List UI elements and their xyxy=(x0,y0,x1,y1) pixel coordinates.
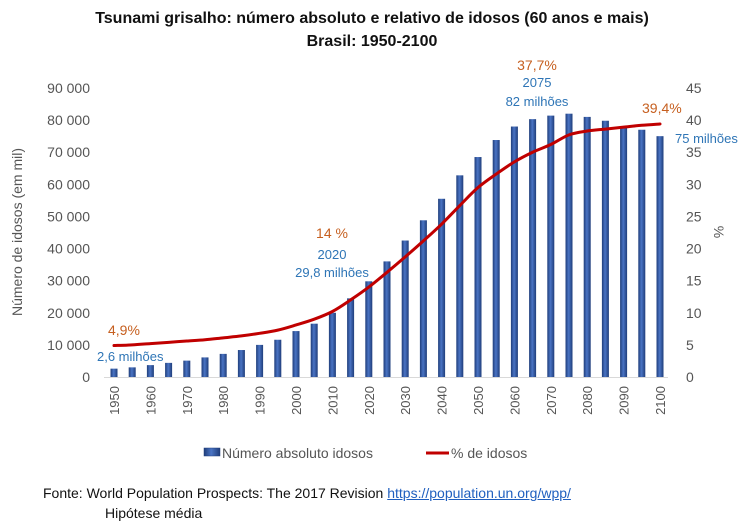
annotation-a1950pct: 4,9% xyxy=(108,322,140,338)
bars xyxy=(110,113,664,378)
bar-2100 xyxy=(656,136,664,377)
x-tick-label: 2070 xyxy=(544,386,559,415)
bar-2015 xyxy=(347,298,355,377)
chart-title: Tsunami grisalho: número absoluto e rela… xyxy=(95,10,649,27)
y-axis-ticks: 0 10 000 20 000 30 000 40 000 50 000 60 000 70 … xyxy=(47,80,90,385)
annotation-a2020pct: 14 % xyxy=(316,225,348,241)
bar-2080 xyxy=(583,116,591,378)
annotation-a1950abs: 2,6 milhões xyxy=(97,349,164,364)
bar-1985 xyxy=(237,350,245,377)
y2-tick-label: 25 xyxy=(686,208,702,224)
y2-tick-label: 5 xyxy=(686,337,694,353)
bar-2060 xyxy=(510,126,518,378)
bar-2010 xyxy=(328,312,336,377)
y-tick-label: 90 000 xyxy=(47,80,90,96)
y-tick-label: 30 000 xyxy=(47,273,90,289)
x-tick-label: 1960 xyxy=(143,386,158,415)
y2-tick-label: 30 xyxy=(686,176,702,192)
y2-axis-ticks: 0 5 10 15 20 25 30 35 40 45 xyxy=(686,80,702,385)
pct-line xyxy=(112,122,662,348)
annotations: 4,9% 2,6 milhões 14 % 2020 29,8 milhões 37,7%… xyxy=(97,57,738,364)
legend-bar-label: Número absoluto idosos xyxy=(222,445,373,461)
y-tick-label: 40 000 xyxy=(47,241,90,257)
y-tick-label: 20 000 xyxy=(47,305,90,321)
annotation-a2075pct: 37,7% xyxy=(517,57,557,73)
bar-1980 xyxy=(219,353,227,377)
bar-2040 xyxy=(438,198,446,377)
x-tick-label: 2040 xyxy=(435,386,450,415)
bar-2090 xyxy=(620,126,628,378)
y-tick-label: 0 xyxy=(82,369,90,385)
annotation-a2075abs: 82 milhões xyxy=(506,94,569,109)
annotation-a2020year: 2020 xyxy=(318,247,347,262)
bar-2035 xyxy=(419,220,427,377)
y2-tick-label: 35 xyxy=(686,144,702,160)
y-axis-label: Número de idosos (em mil) xyxy=(9,148,25,316)
legend: Número absoluto idosos % de idosos xyxy=(203,445,527,461)
bar-1990 xyxy=(256,344,264,377)
x-tick-label: 1950 xyxy=(107,386,122,415)
y2-tick-label: 0 xyxy=(686,369,694,385)
y-tick-label: 60 000 xyxy=(47,176,90,192)
x-tick-label: 2000 xyxy=(289,386,304,415)
bar-2050 xyxy=(474,157,482,377)
y-tick-label: 70 000 xyxy=(47,144,90,160)
x-tick-label: 2080 xyxy=(580,386,595,415)
y2-tick-label: 20 xyxy=(686,241,702,257)
legend-line-label: % de idosos xyxy=(451,445,527,461)
y-tick-label: 80 000 xyxy=(47,112,90,128)
chart-subtitle: Brasil: 1950-2100 xyxy=(307,33,438,50)
bar-2030 xyxy=(401,240,409,377)
annotation-a2100abs: 75 milhões xyxy=(675,131,738,146)
y-tick-label: 10 000 xyxy=(47,337,90,353)
bar-2065 xyxy=(529,119,537,378)
x-tick-label: 1970 xyxy=(180,386,195,415)
bar-2070 xyxy=(547,115,555,378)
x-axis-ticks: 1950 1960 1970 1980 1990 2000 2010 2020 2030 2040… xyxy=(107,386,668,415)
annotation-a2075year: 2075 xyxy=(523,75,552,90)
bar-2095 xyxy=(638,129,646,377)
bar-2055 xyxy=(492,140,500,377)
x-tick-label: 2020 xyxy=(362,386,377,415)
x-tick-label: 2060 xyxy=(507,386,522,415)
y2-tick-label: 15 xyxy=(686,273,702,289)
bar-1995 xyxy=(274,339,282,377)
x-tick-label: 2090 xyxy=(617,386,632,415)
y2-tick-label: 40 xyxy=(686,112,702,128)
bar-1960 xyxy=(146,365,154,377)
y-tick-label: 50 000 xyxy=(47,208,90,224)
x-tick-label: 1980 xyxy=(216,386,231,415)
bar-1965 xyxy=(165,362,173,377)
bar-2085 xyxy=(601,120,609,378)
bar-1975 xyxy=(201,357,209,377)
bar-1955 xyxy=(128,367,136,377)
source-hypothesis: Hipótese média xyxy=(105,505,203,521)
bar-2000 xyxy=(292,331,300,377)
legend-bar-swatch xyxy=(203,447,221,457)
x-tick-label: 2050 xyxy=(471,386,486,415)
source-link[interactable]: https://population.un.org/wpp/ xyxy=(387,485,571,501)
source-text: Fonte: World Population Prospects: The 2… xyxy=(43,485,384,501)
annotation-a2020abs: 29,8 milhões xyxy=(295,265,369,280)
x-tick-label: 2100 xyxy=(653,386,668,415)
bar-2025 xyxy=(383,261,391,377)
bar-2075 xyxy=(565,113,573,377)
x-tick-label: 1990 xyxy=(253,386,268,415)
y2-axis-label: % xyxy=(711,226,727,238)
x-tick-label: 2010 xyxy=(325,386,340,415)
y2-tick-label: 10 xyxy=(686,305,702,321)
source-note: Fonte: World Population Prospects: The 2… xyxy=(43,483,571,523)
bar-2020 xyxy=(365,281,373,377)
annotation-a2100pct: 39,4% xyxy=(642,100,682,116)
y2-tick-label: 45 xyxy=(686,80,702,96)
x-tick-label: 2030 xyxy=(398,386,413,415)
bar-1970 xyxy=(183,360,191,377)
bar-1950 xyxy=(110,368,118,377)
bar-2005 xyxy=(310,323,318,377)
bar-2045 xyxy=(456,175,464,377)
